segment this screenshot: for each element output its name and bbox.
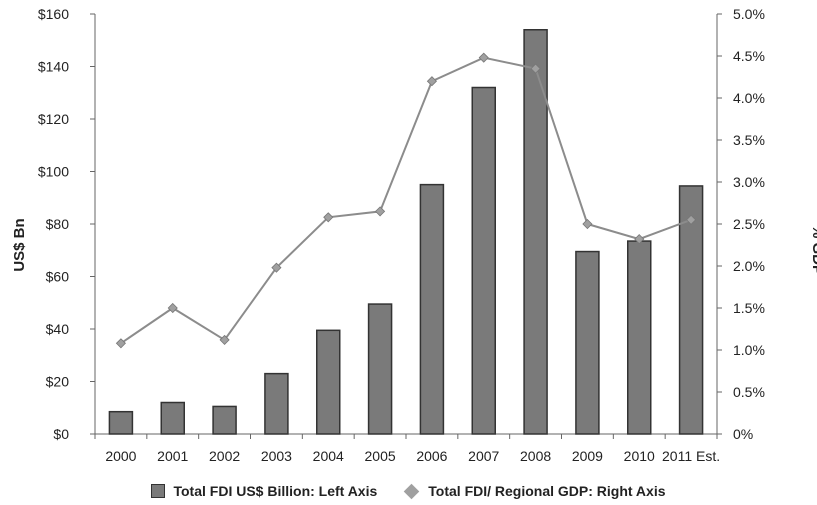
legend-item-line: Total FDI/ Regional GDP: Right Axis	[403, 483, 666, 499]
y-right-tick-label: 0%	[733, 426, 753, 442]
line-point	[530, 63, 541, 74]
x-tick-label: 2005	[365, 448, 396, 464]
line-point	[426, 76, 437, 87]
y-left-tick-label: $160	[38, 6, 69, 22]
legend-item-bars: Total FDI US$ Billion: Left Axis	[151, 483, 377, 499]
y-right-tick-label: 2.0%	[733, 258, 765, 274]
y-left-tick-label: $120	[38, 111, 69, 127]
axes	[90, 13, 722, 439]
x-tick-label: 2008	[520, 448, 551, 464]
bar	[367, 303, 393, 435]
line-point	[115, 338, 126, 349]
y-left-tick-label: $140	[38, 59, 69, 75]
y-right-tick-label: 1.5%	[733, 300, 765, 316]
bar	[316, 329, 341, 435]
bar	[108, 410, 134, 435]
x-tick-label: 2003	[261, 448, 292, 464]
y-right-tick-label: 5.0%	[733, 6, 765, 22]
x-tick-label: 2002	[209, 448, 240, 464]
y-right-tick-label: 3.5%	[733, 132, 765, 148]
y-left-tick-label: $40	[46, 321, 70, 337]
x-tick-label: 2007	[468, 448, 499, 464]
bar	[678, 185, 704, 435]
y-axis-left-title: US$ Bn	[11, 218, 28, 271]
line-point	[686, 214, 697, 225]
y-right-tick-label: 1.0%	[733, 342, 765, 358]
bar-swatch-icon	[151, 484, 166, 498]
tick-labels: $0 $20 $40 $60 $80 $100 $120 $140 $160 0% 0.5% 1.0%…	[38, 6, 765, 464]
line-point	[375, 206, 386, 217]
line-point	[582, 218, 593, 230]
line-point	[271, 262, 282, 273]
y-axis-right-title: % GDP	[809, 225, 817, 275]
bar	[471, 86, 496, 435]
y-right-tick-label: 4.0%	[733, 90, 765, 106]
bar	[212, 405, 237, 435]
x-tick-label: 2000	[105, 448, 136, 464]
legend: Total FDI US$ Billion: Left Axis Total F…	[0, 478, 817, 504]
y-left-tick-label: $0	[53, 426, 69, 442]
y-right-tick-label: 4.5%	[733, 48, 765, 64]
line-point	[634, 234, 645, 245]
y-left-tick-label: $100	[38, 164, 69, 180]
bar	[264, 372, 289, 435]
bar-series	[108, 29, 704, 435]
chart-svg: $0 $20 $40 $60 $80 $100 $120 $140 $160 0% 0.5% 1.0%…	[11, 6, 817, 464]
x-tick-label: 2011 Est.	[662, 448, 720, 464]
bar	[523, 29, 548, 435]
diamond-swatch-icon	[404, 483, 420, 499]
series-line	[120, 56, 692, 345]
y-left-tick-label: $20	[46, 374, 70, 390]
line-series	[115, 52, 697, 349]
legend-label-bars: Total FDI US$ Billion: Left Axis	[173, 483, 378, 499]
line-point	[219, 334, 230, 345]
x-tick-label: 2001	[157, 448, 188, 464]
line-point	[478, 52, 489, 63]
y-left-tick-label: $60	[46, 269, 70, 285]
x-tick-label: 2010	[624, 448, 655, 464]
y-right-tick-label: 0.5%	[733, 384, 765, 400]
bar	[575, 250, 600, 435]
bar	[160, 401, 185, 435]
x-tick-label: 2004	[313, 448, 344, 464]
x-tick-label: 2006	[416, 448, 447, 464]
line-point	[167, 302, 178, 314]
y-right-tick-label: 3.0%	[733, 174, 765, 190]
x-tick-label: 2009	[572, 448, 603, 464]
y-left-tick-label: $80	[46, 216, 70, 232]
bar	[419, 183, 445, 435]
y-right-tick-label: 2.5%	[733, 216, 765, 232]
legend-label-line: Total FDI/ Regional GDP: Right Axis	[428, 483, 666, 499]
bar	[627, 240, 652, 435]
line-point	[323, 212, 334, 223]
